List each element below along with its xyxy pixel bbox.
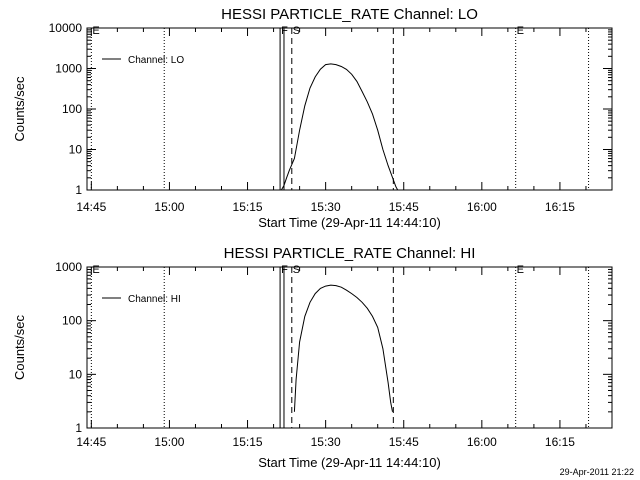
event-marker-label: F <box>281 264 288 276</box>
event-marker-label: S <box>293 25 300 37</box>
series-line <box>280 63 399 191</box>
x-tick-label: 14:45 <box>76 435 106 449</box>
x-tick-label: 16:15 <box>545 200 575 214</box>
x-axis-label: Start Time (29-Apr-11 14:44:10) <box>258 215 441 230</box>
y-tick-label: 1000 <box>55 62 82 76</box>
y-axis-label: Counts/sec <box>12 314 27 380</box>
x-tick-label: 15:30 <box>311 200 341 214</box>
y-tick-label: 100 <box>62 314 82 328</box>
chart-panel-hi: HESSI PARTICLE_RATE Channel: HI 14:45 15:0… <box>12 245 613 470</box>
chart-panel-lo: HESSI PARTICLE_RATE Channel: LO 14:45 15:0… <box>12 6 613 230</box>
y-tick-label: 1 <box>75 183 82 197</box>
x-tick-label: 15:15 <box>233 200 263 214</box>
chart-title: HESSI PARTICLE_RATE Channel: HI <box>224 245 476 262</box>
event-marker-label: E <box>92 264 99 276</box>
y-tick-label: 10000 <box>49 21 83 35</box>
event-marker-label: E <box>517 25 524 37</box>
x-tick-label: 15:15 <box>233 435 263 449</box>
event-marker-label: F <box>281 25 288 37</box>
chart-title: HESSI PARTICLE_RATE Channel: LO <box>221 6 478 23</box>
x-tick-label: 15:45 <box>389 200 419 214</box>
x-axis-label: Start Time (29-Apr-11 14:44:10) <box>258 455 441 470</box>
y-tick-label: 100 <box>62 102 82 116</box>
x-tick-label: 15:00 <box>154 200 184 214</box>
footer-timestamp: 29-Apr-2011 21:22 <box>560 467 634 477</box>
x-tick-label: 16:00 <box>467 435 497 449</box>
legend-label: Channel: HI <box>128 294 181 305</box>
x-tick-label: 16:00 <box>467 200 497 214</box>
x-tick-label: 15:45 <box>389 435 419 449</box>
x-tick-label: 15:00 <box>154 435 184 449</box>
x-tick-label: 16:15 <box>545 435 575 449</box>
series-line <box>293 284 393 412</box>
plot-frame <box>86 266 613 429</box>
event-marker-label: S <box>293 264 300 276</box>
event-marker-label: E <box>517 264 524 276</box>
legend-label: Channel: LO <box>128 55 184 66</box>
y-axis-label: Counts/sec <box>12 76 27 142</box>
x-tick-label: 15:30 <box>311 435 341 449</box>
y-tick-label: 10 <box>69 143 83 157</box>
x-tick-label: 14:45 <box>76 200 106 214</box>
y-tick-label: 1 <box>75 421 82 435</box>
event-marker-label: E <box>92 25 99 37</box>
plot-frame <box>86 27 613 191</box>
y-tick-label: 10 <box>69 367 83 381</box>
y-tick-label: 1000 <box>55 260 82 274</box>
